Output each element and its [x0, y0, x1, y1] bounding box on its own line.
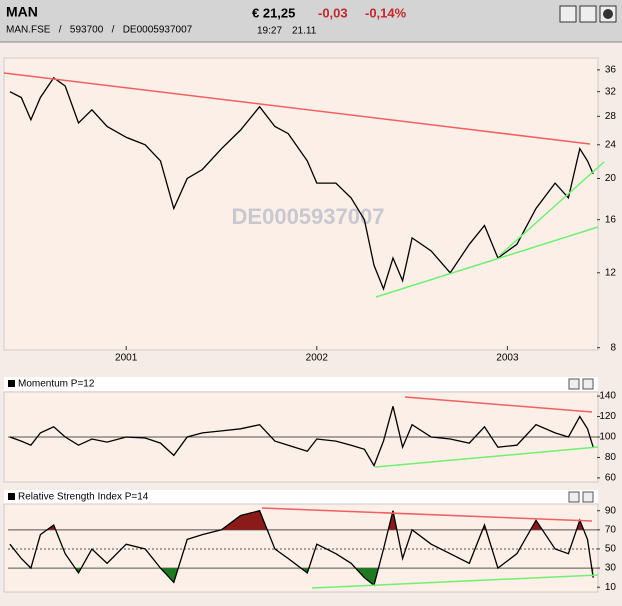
y-tick-label: 120 [599, 411, 616, 422]
y-tick-label: 70 [605, 524, 617, 535]
watermark: DE0005937007 [232, 204, 385, 229]
price-line [9, 76, 594, 291]
overbought-fill [9, 510, 594, 530]
toolbar-icons [559, 5, 617, 23]
panel-close[interactable] [582, 491, 594, 503]
header-change-pct: -0,14% [365, 5, 407, 20]
y-tick-label: 16 [605, 214, 617, 225]
price-line [9, 509, 594, 587]
y-tick-label: 80 [605, 452, 617, 463]
header-subtitle: MAN.FSE / 593700 / DE0005937007 [6, 25, 193, 36]
support-line [375, 226, 599, 298]
header-bar [0, 0, 622, 42]
support-line [374, 446, 599, 468]
y-tick-label: 60 [605, 473, 617, 484]
panel-button[interactable] [568, 378, 580, 390]
price-panel [3, 57, 599, 351]
legend-square [8, 493, 15, 500]
y-tick-label: 10 [605, 582, 617, 593]
x-tick-label: 2003 [496, 353, 519, 364]
momentum-title: Momentum P=12 [18, 379, 95, 390]
y-tick-label: 24 [605, 139, 617, 150]
header-date: 21.11 [292, 26, 317, 37]
header-time: 19:27 [257, 26, 282, 37]
x-tick-label: 2002 [306, 353, 329, 364]
price-line [9, 406, 594, 468]
y-tick-label: 140 [599, 391, 616, 402]
support-line [499, 161, 605, 256]
resistance-line [404, 396, 593, 413]
panel-button[interactable] [568, 491, 580, 503]
resistance-line [261, 507, 593, 522]
momentum-header [4, 377, 598, 391]
header-title: MAN [6, 4, 38, 20]
support-line [311, 574, 599, 589]
y-tick-label: 36 [605, 65, 617, 76]
y-tick-label: 32 [605, 86, 617, 97]
rsi-header [4, 490, 598, 504]
y-tick-label: 20 [605, 173, 617, 184]
rsi-title: Relative Strength Index P=14 [18, 492, 149, 503]
header-price: € 21,25 [252, 5, 295, 20]
y-tick-label: 90 [605, 505, 617, 516]
y-tick-label: 12 [605, 267, 617, 278]
y-tick-label: 100 [599, 432, 616, 443]
news-icon[interactable] [579, 5, 597, 23]
y-tick-label: 30 [605, 563, 617, 574]
resistance-line [3, 72, 591, 145]
legend-square [8, 380, 15, 387]
y-tick-label: 8 [610, 342, 616, 353]
x-tick-label: 2001 [115, 353, 138, 364]
chart-icon[interactable] [559, 5, 577, 23]
y-tick-label: 50 [605, 544, 617, 555]
rsi-panel [3, 503, 599, 593]
settings-glyph [603, 9, 613, 19]
trend-lines [3, 72, 605, 589]
header-change: -0,03 [318, 5, 348, 20]
panel-close[interactable] [582, 378, 594, 390]
y-tick-label: 28 [605, 111, 617, 122]
